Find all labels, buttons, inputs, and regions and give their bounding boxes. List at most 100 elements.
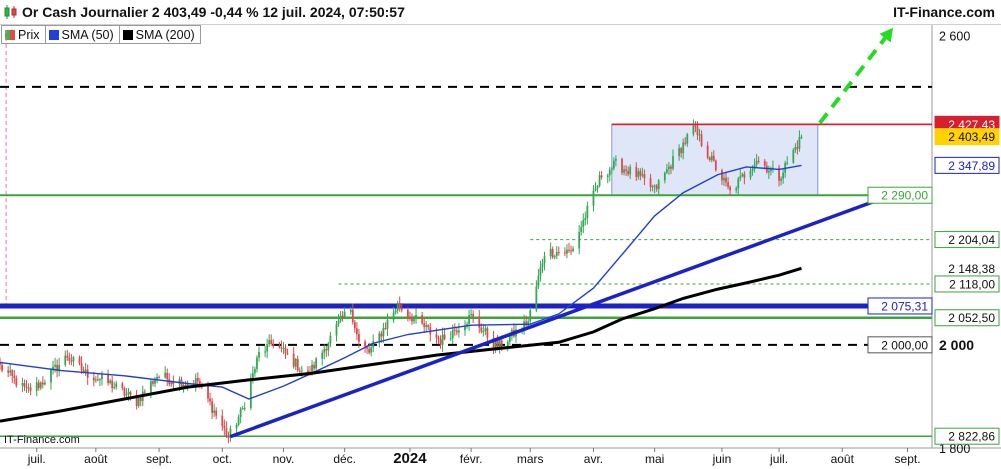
candle-body bbox=[364, 341, 366, 347]
candle-body bbox=[21, 383, 24, 386]
candle-body bbox=[68, 357, 71, 361]
trendline bbox=[229, 193, 892, 439]
candle-body bbox=[139, 397, 142, 402]
candle bbox=[537, 269, 540, 289]
candle-body bbox=[15, 377, 18, 386]
candle-body bbox=[782, 172, 785, 179]
candle-body bbox=[668, 166, 670, 170]
candle-body bbox=[496, 340, 499, 350]
candle bbox=[778, 164, 780, 187]
candle-body bbox=[578, 232, 581, 249]
candle-body bbox=[129, 392, 132, 396]
candle-body bbox=[215, 410, 218, 416]
candle bbox=[608, 167, 611, 182]
x-tick-label: juin bbox=[712, 452, 732, 466]
candle-body bbox=[457, 330, 460, 333]
candle bbox=[610, 166, 613, 175]
candle-body bbox=[423, 323, 426, 327]
legend-item-sma50[interactable]: SMA (50) bbox=[44, 25, 120, 44]
candle bbox=[168, 373, 171, 387]
legend-item-price[interactable]: Prix bbox=[1, 25, 46, 44]
candle bbox=[223, 419, 226, 436]
candle bbox=[755, 153, 758, 169]
candle bbox=[339, 311, 342, 324]
legend-item-sma200[interactable]: SMA (200) bbox=[118, 25, 201, 44]
candle bbox=[294, 357, 297, 371]
candle-body bbox=[564, 252, 566, 254]
candle-body bbox=[264, 351, 267, 353]
level-tag: 2 000,00 bbox=[867, 336, 933, 354]
candle bbox=[796, 140, 799, 155]
watermark: IT-Finance.com bbox=[4, 434, 80, 446]
candle-body bbox=[500, 340, 503, 348]
candle bbox=[798, 130, 801, 152]
candle-body bbox=[158, 376, 160, 378]
candle bbox=[708, 156, 711, 162]
candle bbox=[58, 357, 61, 377]
candle bbox=[349, 306, 352, 315]
candle-body bbox=[712, 155, 715, 161]
candle bbox=[568, 242, 570, 253]
level-tag-label: 2 403,49 bbox=[948, 130, 995, 144]
candle bbox=[655, 184, 658, 192]
grid bbox=[0, 25, 1001, 449]
candle bbox=[282, 342, 285, 355]
candle bbox=[727, 177, 729, 190]
y-tick-label: 2 600 bbox=[939, 29, 970, 43]
candle bbox=[292, 347, 295, 369]
candle-body bbox=[213, 410, 216, 413]
candle bbox=[211, 397, 213, 419]
candle-body bbox=[296, 359, 299, 371]
candle bbox=[614, 155, 617, 167]
candle bbox=[406, 307, 409, 322]
candle bbox=[27, 383, 30, 393]
candle-body bbox=[137, 397, 140, 406]
candle-body bbox=[368, 348, 371, 353]
candle bbox=[35, 377, 38, 397]
candle-body bbox=[409, 316, 411, 318]
candle bbox=[64, 350, 67, 367]
candle-body bbox=[427, 325, 430, 328]
candle bbox=[672, 149, 674, 171]
candle-body bbox=[482, 331, 485, 333]
candle-body bbox=[466, 323, 468, 326]
level-tag: 2 822,86 bbox=[934, 427, 1000, 445]
candle-body bbox=[451, 329, 454, 339]
candle-body bbox=[35, 382, 38, 391]
candle bbox=[741, 172, 744, 178]
projection-arrow-head bbox=[879, 27, 894, 43]
candle bbox=[441, 327, 444, 352]
candle-body bbox=[498, 340, 501, 350]
candle-body bbox=[41, 382, 44, 385]
candle-body bbox=[464, 325, 466, 331]
candle-body bbox=[29, 387, 32, 391]
candle bbox=[468, 309, 470, 331]
candle-body bbox=[600, 175, 603, 178]
candle bbox=[482, 323, 485, 337]
candle-body bbox=[225, 428, 228, 437]
candle bbox=[498, 337, 501, 354]
candle-body bbox=[339, 315, 342, 321]
candle bbox=[439, 335, 442, 349]
candle bbox=[678, 144, 681, 161]
x-tick-label: juil. bbox=[769, 452, 788, 466]
candle-body bbox=[13, 375, 16, 378]
candle-body bbox=[592, 190, 595, 206]
candle bbox=[486, 326, 489, 343]
candle bbox=[241, 405, 244, 410]
candle bbox=[653, 184, 656, 194]
candle-body bbox=[672, 156, 674, 169]
candle-body bbox=[286, 353, 289, 355]
candle-body bbox=[58, 364, 61, 372]
candle-body bbox=[470, 314, 472, 316]
candle bbox=[21, 377, 24, 393]
candle-body bbox=[27, 387, 30, 389]
candle-body bbox=[737, 178, 740, 189]
level-tag: 2 118,00 bbox=[934, 275, 1000, 293]
candle-body bbox=[449, 338, 452, 340]
candle-body bbox=[378, 333, 381, 342]
candle bbox=[264, 345, 267, 358]
candle-body bbox=[196, 378, 199, 382]
